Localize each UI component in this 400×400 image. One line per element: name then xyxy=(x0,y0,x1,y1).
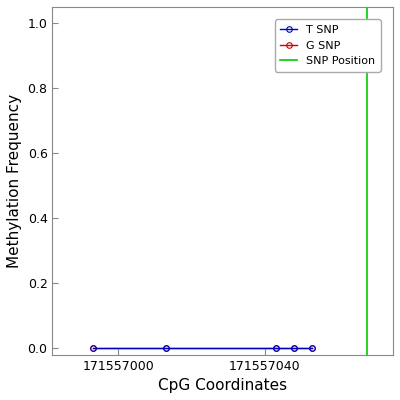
T SNP xyxy=(310,346,315,350)
Line: T SNP: T SNP xyxy=(90,345,315,351)
Line: G SNP: G SNP xyxy=(90,345,315,351)
G SNP xyxy=(90,346,95,350)
T SNP xyxy=(292,346,296,350)
G SNP xyxy=(292,346,296,350)
Y-axis label: Methylation Frequency: Methylation Frequency xyxy=(7,94,22,268)
G SNP xyxy=(274,346,278,350)
X-axis label: CpG Coordinates: CpG Coordinates xyxy=(158,378,287,393)
G SNP xyxy=(310,346,315,350)
T SNP xyxy=(164,346,168,350)
Legend: T SNP, G SNP, SNP Position: T SNP, G SNP, SNP Position xyxy=(275,20,381,72)
T SNP xyxy=(274,346,278,350)
T SNP xyxy=(90,346,95,350)
G SNP xyxy=(164,346,168,350)
